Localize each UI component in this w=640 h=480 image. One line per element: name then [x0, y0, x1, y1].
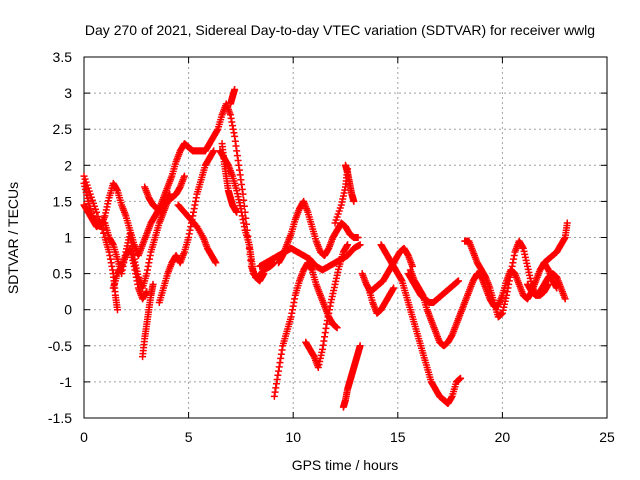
grid	[84, 57, 607, 418]
data-point	[93, 208, 101, 216]
series-sat-k	[256, 241, 364, 274]
series-sat-x	[524, 270, 569, 303]
series-sat-p	[302, 241, 352, 371]
y-tick-label: 3	[64, 85, 72, 101]
x-tick-label: 25	[599, 429, 615, 445]
series-sat-g	[155, 147, 218, 306]
y-tick-label: 3.5	[53, 49, 73, 65]
series-sat-q	[339, 342, 364, 411]
data-point	[344, 165, 352, 173]
x-axis: 0 5 10 15 20 25	[80, 57, 615, 445]
series-sat-o	[270, 259, 341, 400]
data-point	[94, 212, 102, 220]
data-point	[95, 217, 103, 225]
data-point	[100, 229, 108, 237]
data-point	[356, 241, 364, 249]
series-sat-l	[275, 197, 362, 267]
series-sat-f	[141, 183, 174, 216]
y-tick-label: 2	[64, 157, 72, 173]
y-axis-label: SDTVAR / TECUs	[5, 182, 21, 294]
data-point	[408, 262, 416, 270]
series-sat-e	[139, 280, 157, 361]
y-tick-label: 2.5	[53, 121, 73, 137]
series-sat-c	[80, 172, 121, 314]
x-tick-label: 0	[80, 429, 88, 445]
data-point	[212, 259, 220, 267]
data-point	[344, 241, 352, 249]
data-point	[97, 221, 105, 229]
data-point	[231, 85, 239, 93]
y-tick-label: -0.5	[48, 338, 72, 354]
chart-title: Day 270 of 2021, Sidereal Day-to-day VTE…	[85, 22, 595, 38]
y-tick-label: -1.5	[48, 410, 72, 426]
x-tick-label: 20	[495, 429, 511, 445]
x-tick-label: 10	[285, 429, 301, 445]
series-sat-v	[404, 270, 462, 306]
data-point	[350, 197, 358, 205]
x-axis-label: GPS time / hours	[292, 457, 399, 473]
y-tick-label: 1.5	[53, 193, 73, 209]
y-tick-label: 0	[64, 302, 72, 318]
data-point	[98, 225, 106, 233]
series-sat-z	[226, 85, 239, 108]
data-point	[180, 172, 188, 180]
data-point	[210, 147, 218, 155]
series-sat-s	[365, 284, 398, 317]
data-point	[149, 280, 157, 288]
x-tick-label: 15	[390, 429, 406, 445]
series-sat-t	[377, 241, 465, 408]
data-point	[561, 295, 569, 303]
data-point	[333, 324, 341, 332]
series-sat-h	[174, 201, 220, 267]
series-sat-y	[540, 219, 571, 267]
data-markers	[80, 85, 571, 411]
series-sat-n	[331, 165, 352, 227]
x-tick-label: 5	[185, 429, 193, 445]
data-point	[356, 342, 364, 350]
series-sat-d	[109, 244, 151, 303]
data-point	[457, 374, 465, 382]
y-axis: -1.5 -1 -0.5 0 0.5 1 1.5 2 2.5 3 3.5	[48, 49, 607, 426]
y-tick-label: 0.5	[53, 266, 73, 282]
data-point	[563, 219, 571, 227]
data-point	[166, 190, 174, 198]
data-point	[390, 284, 398, 292]
y-tick-label: 1	[64, 230, 72, 246]
data-point	[354, 234, 362, 241]
data-point	[113, 306, 121, 314]
data-point	[454, 277, 462, 285]
y-tick-label: -1	[60, 374, 73, 390]
